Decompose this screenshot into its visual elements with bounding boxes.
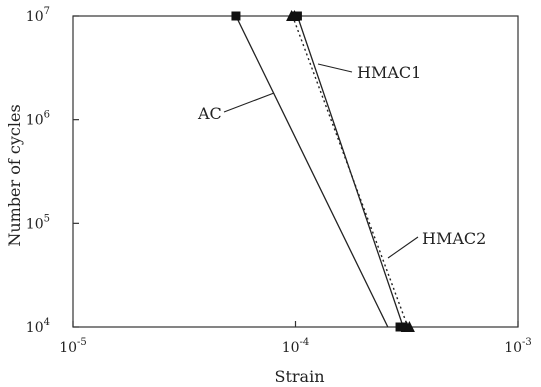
marker-hmac1 bbox=[398, 322, 408, 332]
plot-frame bbox=[72, 15, 519, 328]
x-tick-label: 10-5 bbox=[59, 337, 87, 356]
series-labels: AC HMAC1 HMAC2 bbox=[197, 63, 486, 259]
series-layer bbox=[231, 10, 415, 332]
y-axis-title: Number of cycles bbox=[5, 104, 24, 246]
leader-line-hmac1 bbox=[317, 63, 353, 73]
x-axis-ticks: 10-5 10-4 10-3 bbox=[59, 321, 532, 356]
series-line-ac bbox=[235, 15, 389, 328]
marker-hmac2 bbox=[289, 10, 301, 21]
series-line-hmac2 bbox=[291, 15, 409, 328]
y-tick-label: 105 bbox=[26, 213, 50, 232]
y-tick-label: 104 bbox=[26, 317, 50, 336]
marker-hmac2 bbox=[403, 321, 415, 332]
leader-line-ac bbox=[223, 92, 275, 113]
series-label-hmac1: HMAC1 bbox=[357, 63, 421, 82]
x-tick-label: 10-3 bbox=[504, 337, 532, 356]
x-axis-title: Strain bbox=[275, 367, 325, 386]
y-tick-label: 107 bbox=[26, 6, 50, 25]
plot-border bbox=[72, 15, 519, 328]
series-label-ac: AC bbox=[197, 104, 222, 123]
marker-ac bbox=[231, 11, 241, 21]
y-tick-label: 106 bbox=[26, 110, 50, 129]
series-label-hmac2: HMAC2 bbox=[422, 229, 486, 248]
x-tick-label: 10-4 bbox=[282, 337, 310, 356]
y-axis-ticks: 104 105 106 107 bbox=[26, 6, 79, 336]
leader-line-hmac2 bbox=[387, 236, 419, 259]
